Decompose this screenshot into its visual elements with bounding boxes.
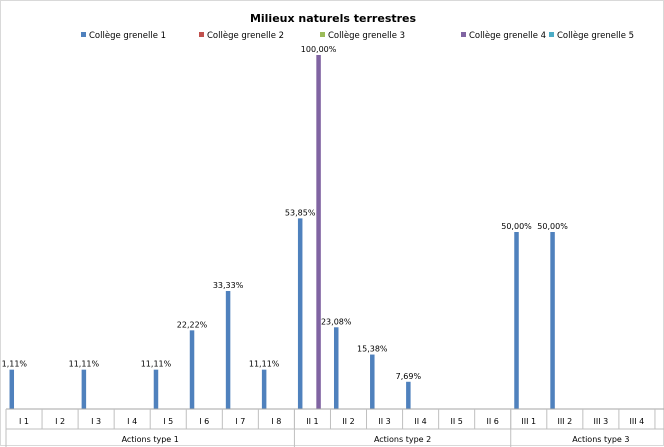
data-label: 11,11% bbox=[1, 360, 27, 369]
data-label: 22,22% bbox=[177, 320, 208, 329]
x-tick-label: I 6 bbox=[199, 417, 209, 426]
x-tick-label: I 7 bbox=[235, 417, 245, 426]
data-label: 50,00% bbox=[501, 222, 532, 231]
data-label: 11,11% bbox=[249, 360, 280, 369]
x-tick-label: I 3 bbox=[91, 417, 101, 426]
data-label: 50,00% bbox=[537, 222, 568, 231]
data-label: 53,85% bbox=[285, 208, 316, 217]
x-tick-label: I 1 bbox=[19, 417, 29, 426]
x-tick-label: I 2 bbox=[55, 417, 65, 426]
bar bbox=[550, 232, 555, 409]
chart-title: Milieux naturels terrestres bbox=[250, 12, 417, 25]
legend-label-1: Collège grenelle 1 bbox=[89, 30, 166, 41]
group-label-3: Actions type 3 bbox=[572, 435, 629, 444]
x-tick-label: II 6 bbox=[487, 417, 499, 426]
legend-label-5: Collège grenelle 5 bbox=[557, 30, 634, 41]
bar bbox=[406, 381, 411, 409]
bar bbox=[333, 327, 339, 409]
group-label-2: Actions type 2 bbox=[374, 435, 431, 444]
bar bbox=[514, 232, 519, 409]
legend-label-4: Collège grenelle 4 bbox=[469, 30, 546, 41]
legend-swatch-4 bbox=[461, 32, 466, 37]
data-label: 7,69% bbox=[396, 372, 422, 381]
bar bbox=[370, 354, 375, 409]
bar bbox=[153, 369, 159, 409]
data-label: 23,08% bbox=[321, 317, 352, 326]
legend-swatch-2 bbox=[199, 32, 204, 37]
x-tick-label: II 1 bbox=[306, 417, 318, 426]
data-label: 100,00% bbox=[301, 45, 337, 54]
x-tick-label: II 4 bbox=[414, 417, 426, 426]
bar bbox=[9, 369, 15, 409]
legend-label-3: Collège grenelle 3 bbox=[328, 30, 405, 41]
x-tick-label: II 2 bbox=[342, 417, 354, 426]
x-tick-label: I 5 bbox=[163, 417, 173, 426]
x-tick-label: III 1 bbox=[521, 417, 536, 426]
x-tick-label: III 3 bbox=[594, 417, 609, 426]
x-tick-label: I 4 bbox=[127, 417, 137, 426]
bar bbox=[316, 55, 321, 409]
legend-swatch-3 bbox=[320, 32, 325, 37]
x-tick-label: II 3 bbox=[378, 417, 390, 426]
data-label: 11,11% bbox=[69, 360, 100, 369]
legend-swatch-5 bbox=[549, 32, 554, 37]
data-label: 33,33% bbox=[213, 281, 244, 290]
x-tick-label: II 5 bbox=[450, 417, 462, 426]
bar bbox=[261, 369, 267, 409]
x-tick-label: III 4 bbox=[630, 417, 645, 426]
x-tick-label: III 2 bbox=[557, 417, 572, 426]
group-label-1: Actions type 1 bbox=[122, 435, 179, 444]
data-label: 11,11% bbox=[141, 360, 172, 369]
legend-swatch-1 bbox=[81, 32, 86, 37]
bar bbox=[189, 330, 195, 409]
legend-label-2: Collège grenelle 2 bbox=[207, 30, 284, 41]
x-tick-label: I 8 bbox=[271, 417, 281, 426]
bar bbox=[297, 218, 303, 409]
data-label: 15,38% bbox=[357, 345, 388, 354]
bar bbox=[225, 291, 231, 409]
bar bbox=[81, 369, 87, 409]
